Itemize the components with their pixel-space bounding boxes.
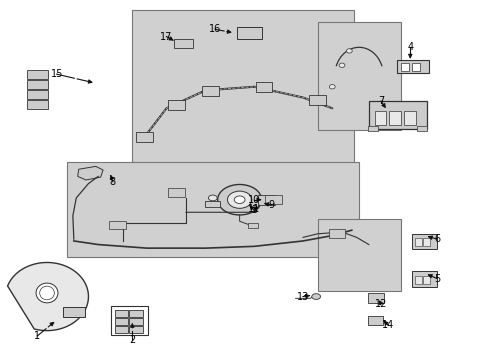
FancyBboxPatch shape bbox=[115, 318, 128, 325]
FancyBboxPatch shape bbox=[317, 220, 400, 291]
FancyBboxPatch shape bbox=[63, 307, 84, 317]
Text: 4: 4 bbox=[407, 42, 412, 52]
FancyBboxPatch shape bbox=[416, 126, 426, 131]
Text: 13: 13 bbox=[296, 292, 308, 302]
Polygon shape bbox=[78, 166, 103, 180]
FancyBboxPatch shape bbox=[26, 100, 48, 109]
Ellipse shape bbox=[227, 191, 251, 208]
Text: 7: 7 bbox=[377, 96, 384, 106]
Text: 15: 15 bbox=[50, 69, 63, 79]
FancyBboxPatch shape bbox=[204, 201, 219, 207]
FancyBboxPatch shape bbox=[136, 132, 153, 142]
FancyBboxPatch shape bbox=[202, 86, 218, 96]
FancyBboxPatch shape bbox=[367, 126, 377, 131]
FancyBboxPatch shape bbox=[368, 102, 426, 130]
FancyBboxPatch shape bbox=[317, 22, 400, 130]
Ellipse shape bbox=[217, 184, 261, 215]
FancyBboxPatch shape bbox=[167, 100, 184, 110]
FancyBboxPatch shape bbox=[309, 95, 325, 105]
Ellipse shape bbox=[36, 283, 58, 303]
FancyBboxPatch shape bbox=[411, 234, 436, 249]
Text: 17: 17 bbox=[160, 32, 172, 41]
FancyBboxPatch shape bbox=[374, 111, 386, 126]
FancyBboxPatch shape bbox=[26, 90, 48, 99]
Ellipse shape bbox=[311, 294, 320, 300]
FancyBboxPatch shape bbox=[367, 293, 384, 303]
Text: 10: 10 bbox=[247, 195, 260, 205]
FancyBboxPatch shape bbox=[388, 111, 400, 126]
Text: 16: 16 bbox=[209, 24, 221, 35]
Ellipse shape bbox=[346, 49, 351, 53]
Text: 14: 14 bbox=[382, 320, 394, 330]
FancyBboxPatch shape bbox=[411, 271, 436, 287]
FancyBboxPatch shape bbox=[129, 325, 142, 333]
Text: 8: 8 bbox=[110, 177, 116, 187]
Ellipse shape bbox=[329, 85, 334, 89]
Text: 9: 9 bbox=[268, 200, 274, 210]
FancyBboxPatch shape bbox=[400, 63, 408, 71]
Ellipse shape bbox=[234, 196, 244, 203]
Text: 5: 5 bbox=[433, 274, 439, 284]
FancyBboxPatch shape bbox=[258, 195, 274, 205]
Ellipse shape bbox=[338, 63, 344, 67]
FancyBboxPatch shape bbox=[167, 188, 184, 197]
FancyBboxPatch shape bbox=[115, 325, 128, 333]
FancyBboxPatch shape bbox=[403, 111, 415, 126]
FancyBboxPatch shape bbox=[367, 316, 383, 325]
Text: 2: 2 bbox=[129, 334, 135, 345]
Ellipse shape bbox=[208, 195, 217, 201]
FancyBboxPatch shape bbox=[328, 229, 345, 238]
FancyBboxPatch shape bbox=[255, 82, 272, 93]
Polygon shape bbox=[66, 162, 358, 257]
Text: 11: 11 bbox=[247, 204, 260, 214]
FancyBboxPatch shape bbox=[423, 276, 429, 284]
FancyBboxPatch shape bbox=[414, 238, 421, 246]
Polygon shape bbox=[132, 10, 353, 169]
FancyBboxPatch shape bbox=[26, 69, 48, 79]
Text: 6: 6 bbox=[433, 234, 439, 244]
Text: 12: 12 bbox=[374, 299, 386, 309]
FancyBboxPatch shape bbox=[423, 238, 429, 246]
FancyBboxPatch shape bbox=[115, 310, 128, 317]
FancyBboxPatch shape bbox=[396, 60, 428, 73]
FancyBboxPatch shape bbox=[174, 39, 193, 48]
FancyBboxPatch shape bbox=[26, 80, 48, 89]
FancyBboxPatch shape bbox=[411, 63, 419, 71]
FancyBboxPatch shape bbox=[129, 310, 142, 317]
FancyBboxPatch shape bbox=[247, 223, 257, 228]
FancyBboxPatch shape bbox=[129, 318, 142, 325]
FancyBboxPatch shape bbox=[109, 221, 126, 229]
Text: 1: 1 bbox=[34, 331, 40, 341]
Text: 3: 3 bbox=[251, 206, 257, 216]
FancyBboxPatch shape bbox=[414, 276, 421, 284]
FancyBboxPatch shape bbox=[237, 27, 262, 40]
Polygon shape bbox=[8, 262, 88, 330]
FancyBboxPatch shape bbox=[265, 195, 282, 204]
